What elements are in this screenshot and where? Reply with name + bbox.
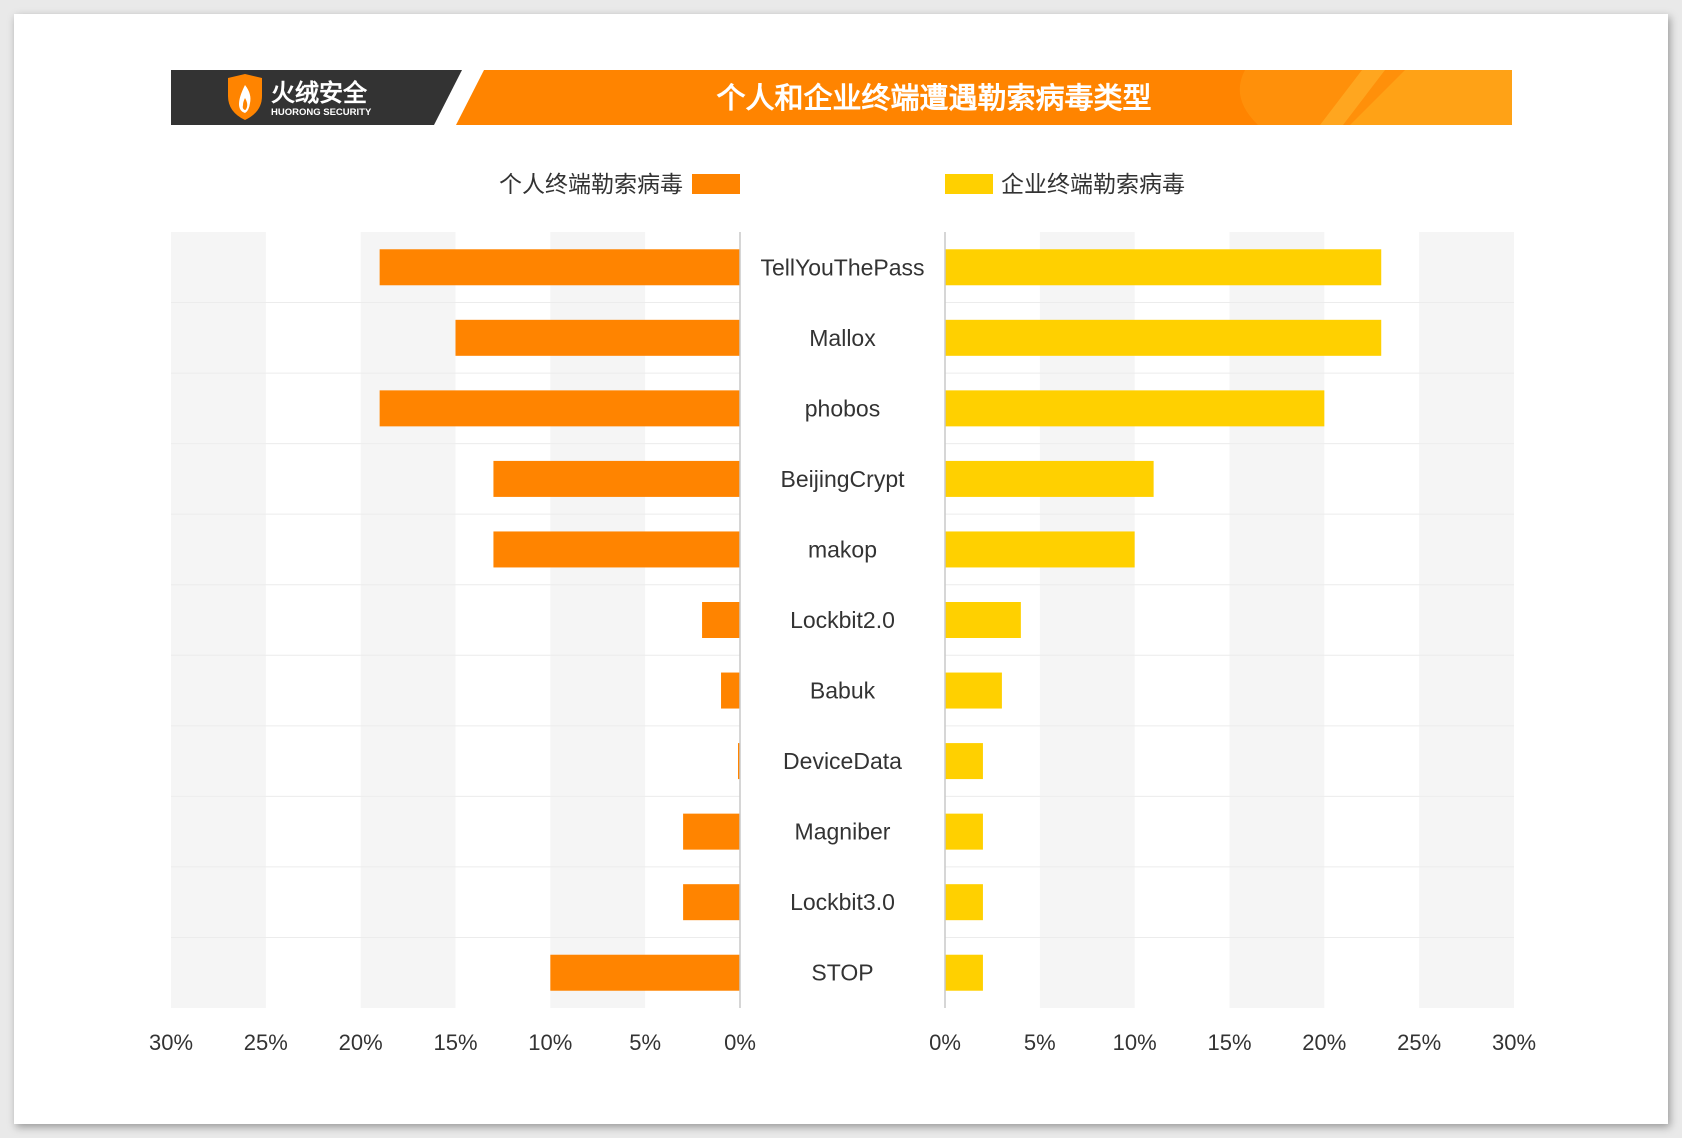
shield-flame-icon: [228, 74, 262, 120]
header-deco-stripe: [1350, 70, 1512, 125]
left-tick-label: 0%: [724, 1030, 756, 1055]
bar-personal-TellYouThePass: [379, 249, 740, 286]
right-tick-label: 5%: [1024, 1030, 1056, 1055]
legend-enterprise-swatch: [945, 174, 993, 194]
right-grid-band: [1229, 232, 1325, 1008]
bar-personal-Lockbit2.0: [702, 602, 740, 638]
brand-cn-text: 火绒安全: [271, 79, 368, 107]
header-deco-stripe-2: [1320, 70, 1385, 125]
right-tick-label: 10%: [1113, 1030, 1157, 1055]
category-label: BeijingCrypt: [781, 466, 906, 492]
header-banner: 火绒安全 HUORONG SECURITY 个人和企业终端遭遇勒索病毒类型: [171, 70, 1512, 125]
bar-enterprise-Babuk: [945, 672, 1002, 709]
bar-personal-makop: [493, 531, 740, 568]
category-labels: TellYouThePass Mallox phobos BeijingCrypt ma…: [760, 254, 924, 985]
legend-enterprise-label: 企业终端勒索病毒: [1001, 171, 1185, 197]
right-grid-band: [1039, 232, 1135, 1008]
chart-title: 个人和企业终端遭遇勒索病毒类型: [716, 81, 1151, 115]
bar-personal-Magniber: [683, 813, 740, 850]
bar-enterprise-TellYouThePass: [945, 249, 1382, 286]
category-label: makop: [808, 536, 877, 562]
bar-enterprise-Lockbit2.0: [945, 602, 1021, 638]
left-tick-label: 20%: [339, 1030, 383, 1055]
bar-enterprise-Mallox: [945, 319, 1382, 356]
category-label: Lockbit3.0: [790, 889, 895, 915]
bar-enterprise-Lockbit3.0: [945, 884, 983, 921]
category-label: Magniber: [795, 819, 891, 845]
bar-personal-Lockbit3.0: [683, 884, 740, 921]
bar-enterprise-Magniber: [945, 813, 983, 850]
category-label: STOP: [811, 960, 873, 986]
left-grid-band: [550, 232, 646, 1008]
bar-personal-phobos: [379, 390, 740, 427]
right-tick-label: 20%: [1302, 1030, 1346, 1055]
legend-personal-swatch: [692, 174, 740, 194]
category-label: Babuk: [810, 678, 876, 704]
bar-enterprise-STOP: [945, 954, 983, 991]
left-tick-label: 5%: [629, 1030, 661, 1055]
right-grid-band: [1419, 232, 1514, 1008]
bar-personal-STOP: [550, 954, 740, 991]
category-label: phobos: [805, 395, 880, 421]
bar-enterprise-DeviceData: [945, 743, 983, 780]
left-grid-band: [360, 232, 456, 1008]
bar-personal-BeijingCrypt: [493, 460, 740, 497]
right-tick-label: 15%: [1207, 1030, 1251, 1055]
category-label: Lockbit2.0: [790, 607, 895, 633]
brand-en-text: HUORONG SECURITY: [271, 107, 372, 118]
right-tick-label: 30%: [1492, 1030, 1536, 1055]
category-label: DeviceData: [783, 748, 902, 774]
legend: 个人终端勒索病毒 企业终端勒索病毒: [499, 171, 1185, 197]
right-tick-label: 25%: [1397, 1030, 1441, 1055]
bar-personal-DeviceData: [738, 743, 740, 780]
chart-card: [14, 14, 1668, 1124]
left-tick-label: 15%: [433, 1030, 477, 1055]
left-tick-label: 10%: [528, 1030, 572, 1055]
bar-enterprise-makop: [945, 531, 1135, 568]
bar-enterprise-BeijingCrypt: [945, 460, 1154, 497]
bar-personal-Babuk: [721, 672, 740, 709]
bar-enterprise-phobos: [945, 390, 1325, 427]
category-label: TellYouThePass: [760, 254, 924, 280]
left-plot-area: [171, 232, 741, 1008]
category-label: Mallox: [809, 325, 876, 351]
right-plot-area: [944, 232, 1514, 1008]
left-axis-ticks: 30% 25% 20% 15% 10% 5% 0%: [149, 1030, 756, 1055]
right-tick-label: 0%: [929, 1030, 961, 1055]
bar-personal-Mallox: [455, 319, 740, 356]
legend-personal-label: 个人终端勒索病毒: [499, 171, 683, 197]
left-tick-label: 30%: [149, 1030, 193, 1055]
left-tick-label: 25%: [244, 1030, 288, 1055]
left-grid-band: [171, 232, 266, 1008]
right-axis-ticks: 0% 5% 10% 15% 20% 25% 30%: [929, 1030, 1536, 1055]
